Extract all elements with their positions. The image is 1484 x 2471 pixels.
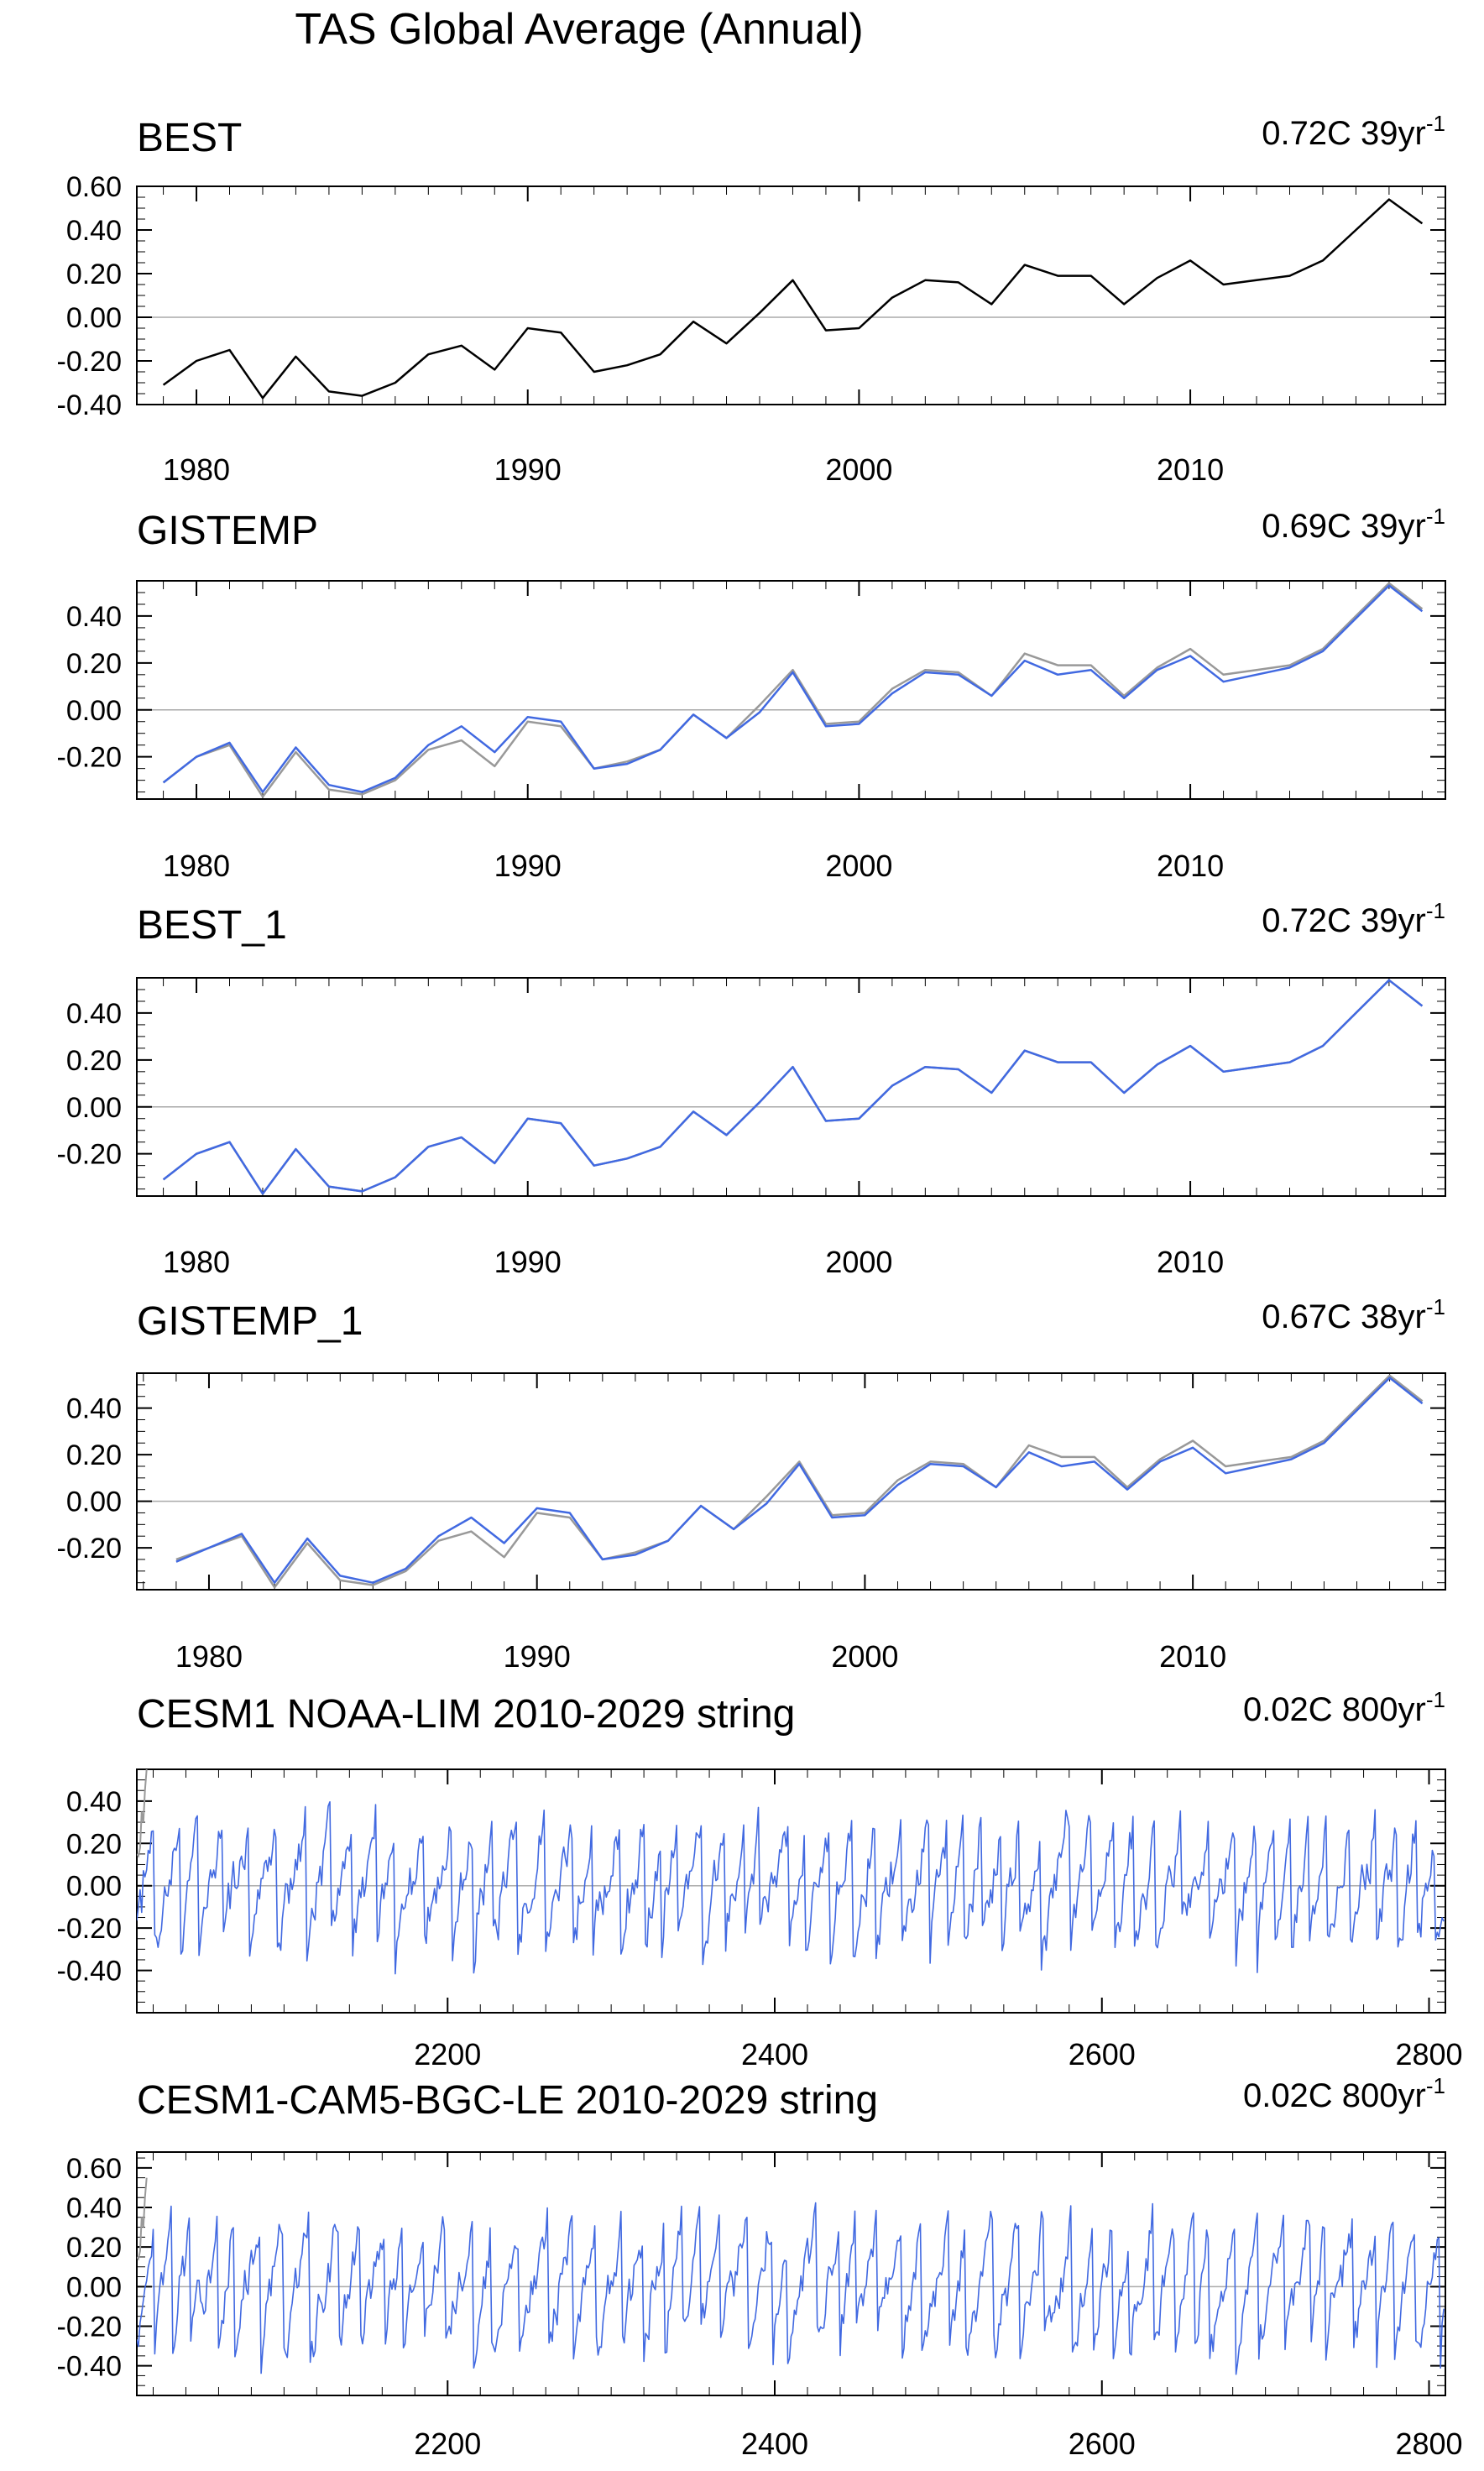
x-tick-label: 1980	[163, 849, 230, 883]
panel-5: CESM1 NOAA-LIM 2010-2029 string 0.02C 800…	[57, 1687, 1463, 2071]
series-line-model	[175, 1377, 1424, 1584]
y-tick-label: 0.20	[66, 2232, 122, 2264]
y-tick-label: 0.20	[66, 259, 122, 290]
panel-title: BEST_1	[137, 903, 287, 948]
y-tick-label: 0.20	[66, 648, 122, 680]
panel-4: GISTEMP_1 0.67C 38yr-1 0.40 0.20 0.00 -0.20 19…	[57, 1294, 1446, 1674]
trend-label: 0.72C 39yr-1	[1262, 898, 1445, 939]
y-tick-label: -0.20	[57, 1533, 123, 1565]
y-tick-label: 0.20	[66, 1439, 122, 1471]
y-tick-label: 0.40	[66, 601, 122, 633]
x-tick-label: 2010	[1157, 849, 1224, 883]
y-tick-label: 0.40	[66, 998, 122, 1030]
x-tick-label: 1980	[175, 1639, 243, 1674]
trend-label: 0.02C 800yr-1	[1243, 1687, 1445, 1728]
y-tick-label: 0.20	[66, 1828, 122, 1860]
y-tick-label: 0.60	[66, 171, 122, 203]
series-line-ref	[162, 582, 1424, 798]
y-tick-label: 0.00	[66, 1092, 122, 1124]
x-tick-label: 1990	[494, 849, 562, 883]
series-group	[175, 1374, 1424, 1589]
panel-6: CESM1-CAM5-BGC-LE 2010-2029 string 0.02C …	[57, 2073, 1463, 2461]
y-tick-label: -0.40	[57, 1956, 123, 1988]
series-line-ref	[175, 1374, 1424, 1589]
series-line-model	[162, 584, 1424, 793]
y-tick-label: -0.20	[57, 742, 123, 774]
plot-frame	[136, 185, 1446, 405]
y-tick-label: 0.40	[66, 1393, 122, 1425]
trend-label: 0.69C 39yr-1	[1262, 504, 1445, 545]
x-tick-label: 2800	[1395, 2427, 1462, 2461]
y-tick-label: -0.40	[57, 389, 123, 421]
x-tick-label: 2000	[831, 1639, 898, 1674]
x-tick-label: 1990	[494, 1245, 562, 1279]
y-tick-label: 0.00	[66, 695, 122, 727]
x-tick-label: 1980	[163, 452, 230, 487]
y-tick-label: -0.20	[57, 346, 123, 378]
panel-title: CESM1 NOAA-LIM 2010-2029 string	[137, 1692, 795, 1737]
x-tick-label: 2800	[1395, 2037, 1462, 2071]
x-tick-label: 1990	[494, 452, 562, 487]
panel-title: BEST	[137, 116, 242, 160]
x-tick-label: 2200	[414, 2037, 481, 2071]
series-group	[162, 979, 1424, 1195]
series-line-model	[137, 2202, 1445, 2375]
panel-3: BEST_1 0.72C 39yr-1 0.40 0.20 0.00 -0.20 1980 1…	[57, 898, 1446, 1279]
plot-frame	[136, 2151, 1446, 2396]
series-line-model	[162, 979, 1424, 1195]
panel-1: BEST 0.72C 39yr-1 0.60 0.40 0.20 0.00 -0.20 -0.…	[57, 111, 1446, 487]
series-line-ref	[162, 979, 1424, 1195]
y-tick-label: -0.20	[57, 2311, 123, 2343]
trend-label: 0.72C 39yr-1	[1262, 111, 1445, 152]
x-tick-label: 2400	[741, 2427, 808, 2461]
y-tick-label: 0.40	[66, 1786, 122, 1818]
series-group	[162, 198, 1424, 400]
x-tick-label: 2010	[1157, 1245, 1224, 1279]
series-line-ref	[137, 2177, 148, 2261]
x-tick-label: 1980	[163, 1245, 230, 1279]
series-group	[137, 1769, 1445, 1975]
y-tick-label: 0.20	[66, 1045, 122, 1077]
plot-frame	[136, 1372, 1446, 1591]
y-tick-label: 0.00	[66, 2271, 122, 2303]
x-tick-label: 2600	[1069, 2427, 1136, 2461]
x-tick-label: 2600	[1069, 2037, 1136, 2071]
x-tick-label: 1990	[504, 1639, 571, 1674]
y-tick-label: -0.20	[57, 1913, 123, 1945]
series-line-model	[137, 1801, 1445, 1975]
x-tick-label: 2200	[414, 2427, 481, 2461]
y-tick-label: 0.60	[66, 2153, 122, 2185]
plot-frame	[136, 1768, 1446, 2014]
panels: BEST 0.72C 39yr-1 0.60 0.40 0.20 0.00 -0.20 -0.…	[57, 111, 1463, 2461]
y-tick-label: -0.40	[57, 2351, 123, 2383]
series-group	[162, 582, 1424, 798]
y-tick-label: 0.00	[66, 1871, 122, 1903]
y-tick-label: 0.40	[66, 2192, 122, 2224]
y-tick-label: -0.20	[57, 1139, 123, 1171]
plot-frame	[136, 977, 1446, 1197]
x-tick-label: 2010	[1157, 452, 1224, 487]
y-tick-label: 0.00	[66, 1486, 122, 1518]
x-tick-label: 2400	[741, 2037, 808, 2071]
trend-label: 0.02C 800yr-1	[1243, 2073, 1445, 2114]
figure-title: TAS Global Average (Annual)	[295, 5, 863, 54]
trend-label: 0.67C 38yr-1	[1262, 1294, 1445, 1335]
x-tick-label: 2000	[825, 1245, 892, 1279]
y-tick-label: 0.40	[66, 215, 122, 247]
x-tick-label: 2000	[825, 452, 892, 487]
panel-title: GISTEMP_1	[137, 1299, 363, 1344]
series-line-ref	[137, 1769, 148, 1858]
y-tick-label: 0.00	[66, 302, 122, 334]
x-tick-label: 2000	[825, 849, 892, 883]
panel-title: GISTEMP	[137, 509, 318, 553]
x-tick-label: 2010	[1159, 1639, 1226, 1674]
series-line-obs	[162, 198, 1424, 400]
panel-title: CESM1-CAM5-BGC-LE 2010-2029 string	[137, 2078, 878, 2123]
plot-frame	[136, 580, 1446, 800]
panel-2: GISTEMP 0.69C 39yr-1 0.40 0.20 0.00 -0.20 1980…	[57, 504, 1446, 883]
series-group	[137, 2177, 1445, 2375]
